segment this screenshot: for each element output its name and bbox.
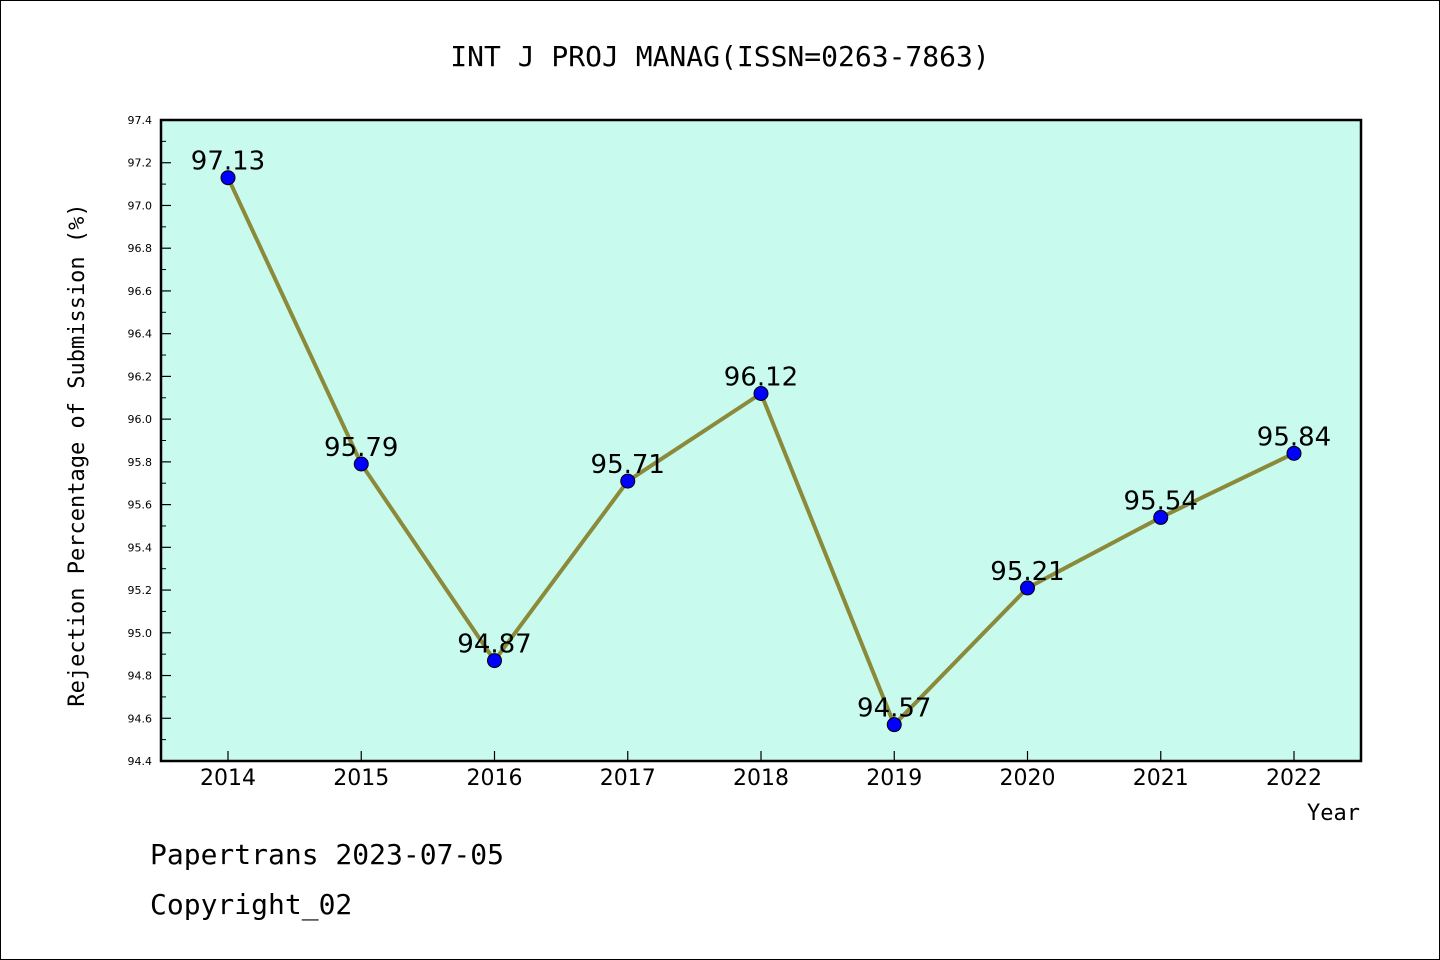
chart-title: INT J PROJ MANAG(ISSN=0263-7863) [450, 40, 989, 73]
data-point [753, 385, 769, 401]
x-tick-label: 2018 [733, 766, 789, 791]
y-tick-label: 97.4 [128, 114, 153, 127]
y-tick-label: 95.2 [128, 584, 153, 597]
data-markers [220, 170, 1302, 733]
y-axis: 94.4 94.6 94.8 95.0 95.2 95.4 95.6 95.8 96.0 96.2… [128, 114, 171, 768]
y-axis-title: Rejection Percentage of Submission (%) [65, 203, 90, 706]
x-tick-label: 2020 [1000, 766, 1056, 791]
y-tick-label: 95.0 [128, 627, 153, 640]
x-axis: 2014 2015 2016 2017 2018 2019 2020 2021 2022 [200, 751, 1322, 791]
data-label: 95.21 [990, 557, 1064, 587]
x-tick-label: 2014 [200, 766, 256, 791]
y-tick-label: 95.4 [128, 541, 153, 554]
data-point [220, 170, 236, 186]
y-tick-label: 94.8 [128, 670, 153, 683]
x-tick-label: 2016 [467, 766, 523, 791]
x-tick-label: 2021 [1133, 766, 1189, 791]
x-tick-label: 2017 [600, 766, 656, 791]
y-tick-label: 97.0 [128, 199, 153, 212]
y-tick-label: 96.2 [128, 370, 153, 383]
y-tick-label: 96.0 [128, 413, 153, 426]
data-point [487, 653, 502, 669]
y-tick-label: 96.8 [128, 242, 153, 255]
data-point [1286, 445, 1302, 461]
y-tick-label: 95.8 [128, 456, 153, 469]
data-label: 95.54 [1124, 486, 1198, 516]
x-tick-label: 2015 [333, 766, 389, 791]
data-label: 97.13 [191, 147, 265, 177]
y-tick-label: 94.6 [128, 712, 153, 725]
x-tick-label: 2022 [1266, 766, 1322, 791]
x-tick-label: 2019 [866, 766, 922, 791]
x-axis-title: Year [1307, 801, 1360, 826]
data-label: 95.71 [591, 450, 665, 480]
data-point [620, 473, 636, 489]
data-label: 95.79 [324, 433, 398, 463]
footer-date: Papertrans 2023-07-05 [150, 838, 504, 871]
data-labels: 97.13 95.79 94.87 95.71 96.12 94.57 95.21 95.54… [191, 147, 1331, 724]
data-point [1153, 509, 1169, 525]
data-label: 94.57 [857, 694, 931, 724]
footer-copyright: Copyright_02 [150, 888, 352, 922]
y-tick-label: 97.2 [128, 157, 153, 170]
data-point [1020, 580, 1035, 596]
y-tick-label: 95.6 [128, 499, 153, 512]
y-tick-label: 94.4 [128, 755, 153, 768]
data-label: 96.12 [724, 362, 798, 392]
data-label: 94.87 [457, 630, 531, 660]
data-label: 95.84 [1257, 422, 1331, 452]
plot-area [159, 118, 1363, 763]
y-tick-label: 96.6 [128, 285, 153, 298]
data-point [886, 717, 902, 733]
y-tick-label: 96.4 [128, 328, 153, 341]
data-point [353, 456, 369, 472]
